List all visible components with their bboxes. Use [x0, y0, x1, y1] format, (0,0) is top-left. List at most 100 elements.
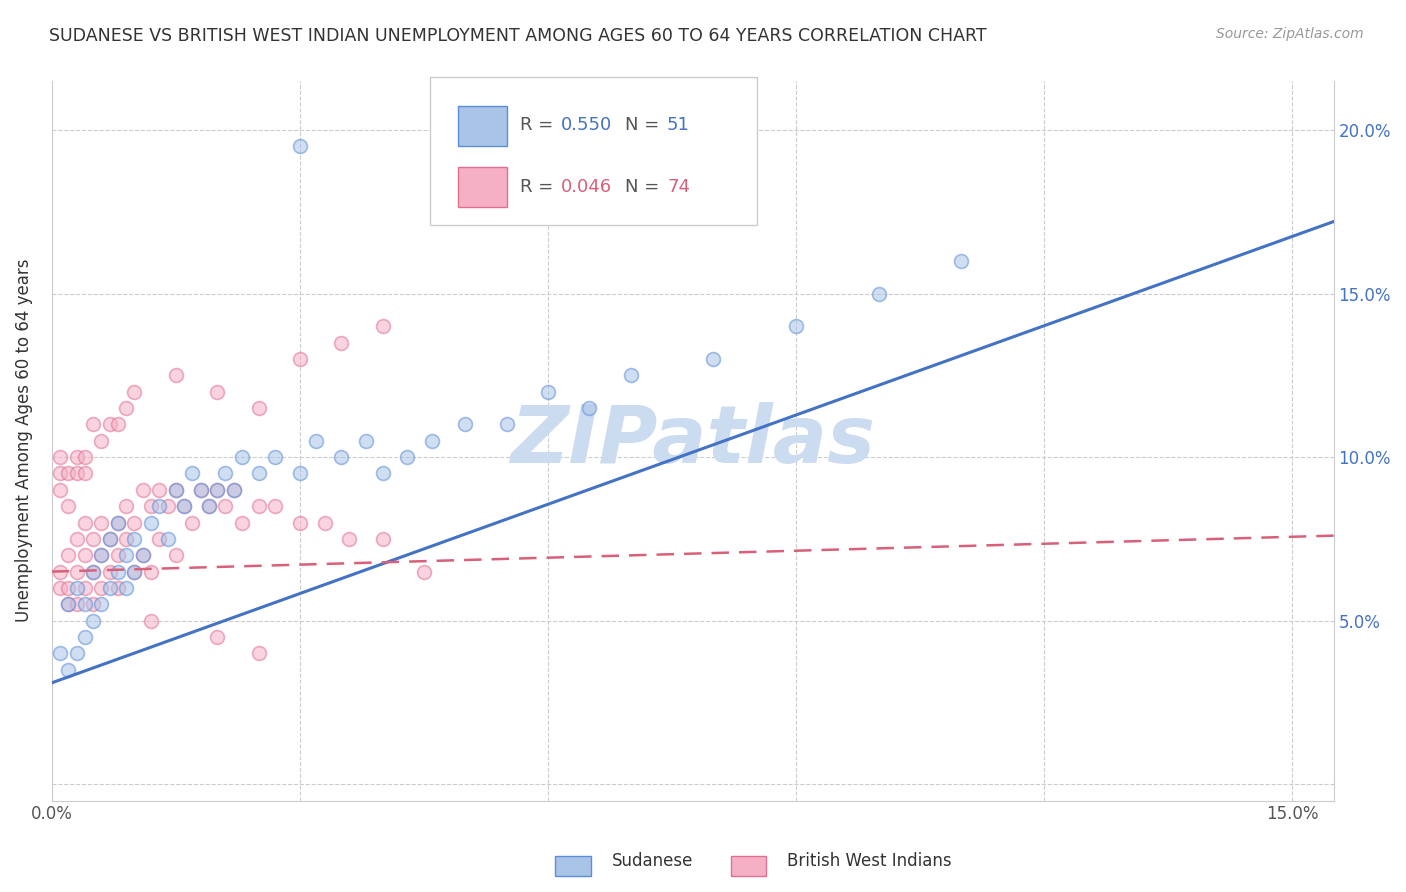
- Point: [330, 450, 353, 464]
- Point: [49, 581, 72, 595]
- Point: [115, 499, 138, 513]
- Y-axis label: Unemployment Among Ages 60 to 64 years: Unemployment Among Ages 60 to 64 years: [15, 259, 32, 623]
- Point: [82, 565, 104, 579]
- Point: [165, 368, 187, 383]
- Point: [65, 647, 87, 661]
- Point: [354, 434, 377, 448]
- Point: [65, 532, 87, 546]
- Point: [58, 663, 80, 677]
- Point: [90, 548, 112, 562]
- Text: ZIPatlas: ZIPatlas: [510, 401, 875, 480]
- Point: [190, 483, 212, 497]
- Point: [314, 516, 336, 530]
- Point: [173, 499, 195, 513]
- Point: [305, 434, 328, 448]
- Point: [58, 467, 80, 481]
- Point: [58, 499, 80, 513]
- Point: [702, 351, 724, 366]
- Point: [98, 532, 121, 546]
- Text: 0.046: 0.046: [561, 178, 612, 195]
- Point: [124, 565, 146, 579]
- Bar: [458, 167, 506, 207]
- Point: [82, 532, 104, 546]
- Point: [73, 581, 96, 595]
- Point: [139, 516, 162, 530]
- Point: [98, 565, 121, 579]
- Point: [98, 532, 121, 546]
- Text: N =: N =: [624, 117, 665, 135]
- Point: [231, 450, 253, 464]
- Point: [124, 565, 146, 579]
- Point: [198, 499, 221, 513]
- Point: [288, 516, 311, 530]
- Point: [537, 384, 560, 399]
- Point: [165, 483, 187, 497]
- Point: [371, 532, 394, 546]
- Point: [49, 647, 72, 661]
- Point: [90, 581, 112, 595]
- Point: [132, 548, 155, 562]
- Point: [65, 467, 87, 481]
- Point: [132, 483, 155, 497]
- Point: [413, 565, 436, 579]
- Point: [82, 614, 104, 628]
- Point: [58, 581, 80, 595]
- Point: [205, 630, 228, 644]
- Point: [115, 581, 138, 595]
- Point: [58, 597, 80, 611]
- Point: [65, 450, 87, 464]
- Point: [950, 253, 973, 268]
- Point: [49, 483, 72, 497]
- Text: R =: R =: [520, 117, 558, 135]
- Point: [107, 565, 129, 579]
- Point: [578, 401, 600, 415]
- Point: [148, 532, 170, 546]
- Point: [214, 499, 236, 513]
- Point: [156, 532, 179, 546]
- Point: [139, 565, 162, 579]
- Point: [90, 516, 112, 530]
- Point: [49, 565, 72, 579]
- Point: [98, 417, 121, 432]
- Point: [165, 548, 187, 562]
- Text: British West Indians: British West Indians: [787, 852, 952, 870]
- Point: [214, 467, 236, 481]
- Point: [620, 368, 643, 383]
- Point: [115, 401, 138, 415]
- Point: [205, 483, 228, 497]
- Point: [139, 499, 162, 513]
- Point: [49, 450, 72, 464]
- Text: 0.550: 0.550: [561, 117, 612, 135]
- Text: Sudanese: Sudanese: [612, 852, 693, 870]
- Point: [65, 581, 87, 595]
- Point: [288, 139, 311, 153]
- Point: [124, 516, 146, 530]
- Point: [454, 417, 477, 432]
- Point: [124, 532, 146, 546]
- Point: [288, 467, 311, 481]
- Point: [115, 548, 138, 562]
- Point: [65, 565, 87, 579]
- Point: [247, 647, 270, 661]
- Point: [65, 597, 87, 611]
- Point: [495, 417, 517, 432]
- Point: [396, 450, 419, 464]
- Point: [58, 548, 80, 562]
- Point: [165, 483, 187, 497]
- Point: [205, 483, 228, 497]
- Point: [107, 417, 129, 432]
- Point: [132, 548, 155, 562]
- Point: [247, 467, 270, 481]
- Text: N =: N =: [624, 178, 665, 195]
- Point: [49, 467, 72, 481]
- Point: [247, 499, 270, 513]
- Point: [339, 532, 361, 546]
- Point: [264, 499, 287, 513]
- Point: [148, 499, 170, 513]
- Point: [124, 384, 146, 399]
- Point: [107, 516, 129, 530]
- Bar: [458, 106, 506, 145]
- Text: SUDANESE VS BRITISH WEST INDIAN UNEMPLOYMENT AMONG AGES 60 TO 64 YEARS CORRELATI: SUDANESE VS BRITISH WEST INDIAN UNEMPLOY…: [49, 27, 987, 45]
- Point: [264, 450, 287, 464]
- Point: [371, 319, 394, 334]
